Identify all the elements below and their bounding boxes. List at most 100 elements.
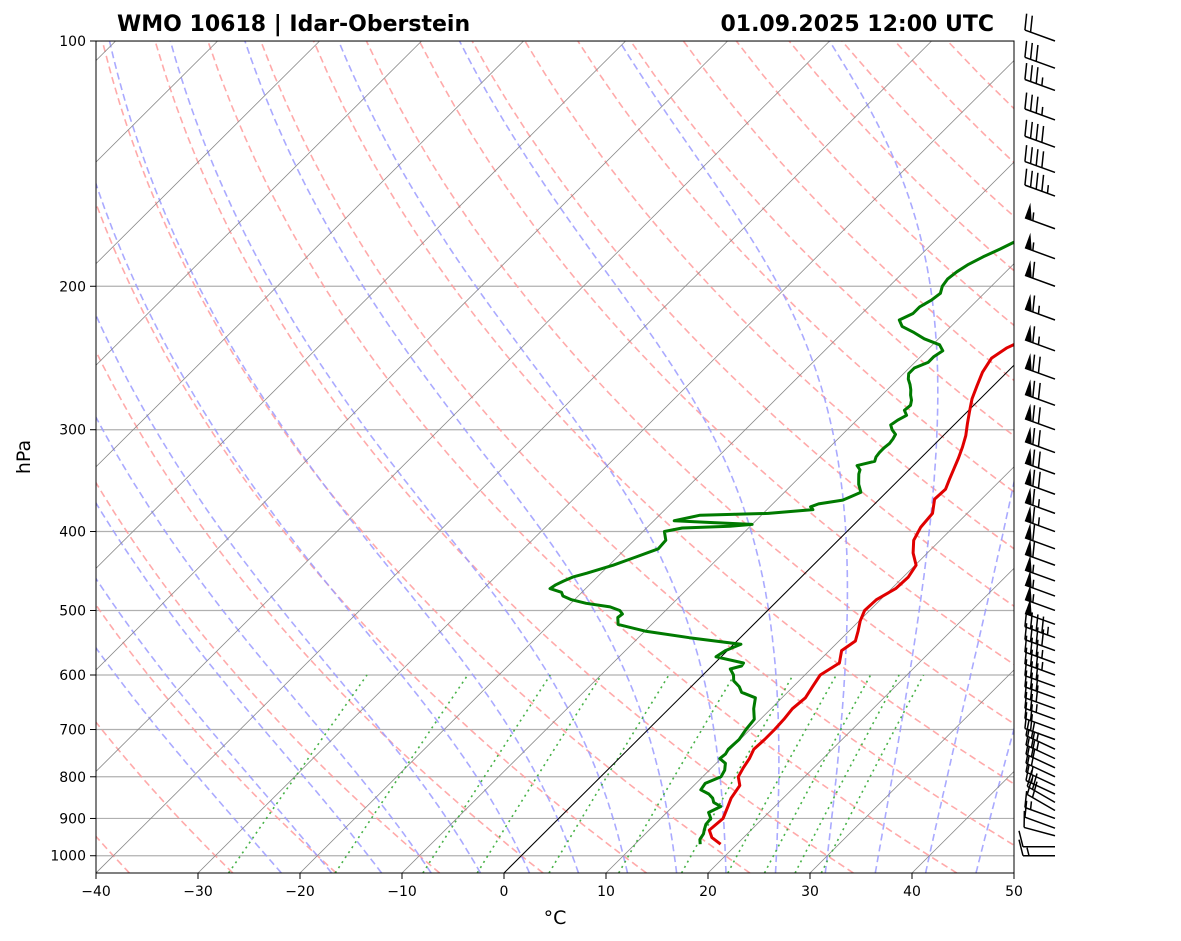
mixing-ratio-line [548, 674, 670, 873]
wind-barb-flag [1032, 295, 1036, 312]
wind-barb-flag [1035, 674, 1039, 692]
wind-barb-staff [1024, 674, 1056, 688]
wind-barb [1024, 426, 1056, 454]
wind-barb-staff [1024, 638, 1056, 652]
wind-barb-half-flag [1037, 499, 1041, 508]
isotherm-line [96, 41, 830, 773]
dry-adiabat-line [96, 481, 441, 873]
wind-barb-pennant [1024, 505, 1032, 524]
x-tick-label: 0 [500, 884, 509, 900]
wind-barb [1024, 13, 1056, 42]
y-tick-label: 900 [59, 811, 86, 827]
wind-barb-pennant [1024, 294, 1032, 312]
wind-barb-flag [1024, 659, 1028, 676]
mixing-ratio-line [334, 674, 469, 873]
y-tick-label: 1000 [50, 849, 86, 865]
wind-barb [1024, 324, 1056, 352]
mixing-ratio-line [680, 674, 794, 873]
wind-barb [1024, 40, 1056, 69]
x-tick-label: 50 [1005, 884, 1023, 900]
dry-adiabat-line [96, 721, 234, 873]
wind-barb-pennant [1024, 260, 1032, 278]
wind-barb-pennant [1024, 353, 1032, 371]
y-tick-label: 600 [59, 668, 86, 684]
wind-barb-flag [1029, 612, 1034, 629]
y-tick-label: 500 [59, 603, 86, 619]
isotherm-line [809, 669, 1014, 873]
wind-barb-flag [1035, 172, 1039, 190]
dry-adiabat-line [577, 41, 1014, 493]
wind-barb [1024, 702, 1056, 731]
wind-barb [1024, 791, 1056, 820]
wind-barb-flag [1024, 800, 1028, 818]
wind-barb-flag [1032, 380, 1036, 398]
wind-barb-staff [1024, 247, 1056, 260]
chart-title-station: WMO 10618 | Idar-Oberstein [117, 12, 470, 37]
wind-barb-half-flag [1032, 564, 1035, 573]
wind-barb-half-flag [1035, 704, 1038, 713]
isotherm-line [0, 41, 14, 873]
wind-barb-staff [1024, 393, 1056, 407]
wind-barb-flag [1024, 702, 1028, 719]
wind-barb-half-flag [1041, 106, 1044, 116]
wind-barb-pennant [1024, 324, 1032, 343]
wind-barb [1024, 145, 1056, 174]
wind-barb-pennant [1024, 202, 1032, 221]
wind-barb-half-flag [1026, 847, 1030, 856]
dry-adiabat-line [947, 41, 1014, 110]
wind-barb-flag [1029, 625, 1034, 642]
wind-barb [1024, 554, 1056, 582]
wind-barb-flag [1032, 469, 1036, 487]
wind-barb [1024, 119, 1056, 148]
wind-barb-flag [1024, 145, 1028, 162]
wind-barb-flag [1032, 540, 1036, 558]
moist-adiabat-line [96, 646, 282, 873]
wind-barb-flag [1032, 405, 1036, 422]
wind-barb-staff [1024, 626, 1056, 639]
dry-adiabat-line [471, 41, 1014, 608]
wind-barb-pennant [1024, 570, 1032, 588]
isotherm-line [401, 263, 1014, 873]
wind-barb [1018, 839, 1055, 857]
dry-adiabat-line [788, 41, 1014, 272]
dry-adiabat-line [524, 41, 1014, 550]
isotherm-line [605, 466, 1014, 873]
wind-barb-pennant [1024, 554, 1032, 573]
wind-barb-flag [1018, 830, 1024, 847]
wind-barb-flag [1024, 691, 1028, 709]
temperature-profile-line [707, 342, 1014, 846]
mixing-ratio-line [794, 674, 900, 873]
wind-barb-staff [1024, 501, 1056, 515]
wind-barb-staff [1024, 651, 1056, 664]
wind-barb [1024, 448, 1056, 475]
wind-barb [1024, 468, 1056, 495]
wind-barb-flag [1029, 661, 1034, 678]
wind-barb-pennant [1024, 403, 1032, 422]
wind-barb-half-flag [1041, 77, 1044, 86]
wind-barb-staff [1024, 217, 1056, 230]
wind-barb-staff [1024, 274, 1056, 287]
wind-barb-flag [1035, 651, 1039, 669]
wind-barb-half-flag [1032, 579, 1035, 589]
moist-adiabat-line [96, 415, 432, 873]
y-tick-label: 400 [59, 525, 86, 541]
mixing-ratio-line [422, 674, 551, 873]
wind-barb-flag [1032, 524, 1036, 541]
dry-adiabat-line [96, 349, 544, 873]
wind-barb-staff [1024, 717, 1056, 731]
skewed-isotherms [0, 41, 1014, 873]
wind-barb-flag [1032, 506, 1036, 524]
wind-barb-half-flag [1030, 774, 1034, 784]
wind-barb-flag [1024, 13, 1028, 31]
wind-barb-staff [1024, 308, 1056, 321]
wind-barb-flag [1024, 623, 1028, 640]
wind-barb [1024, 232, 1056, 260]
wind-barb-flag [1037, 382, 1041, 400]
wind-barb-staff [1024, 697, 1056, 710]
wind-barb-pennant [1024, 487, 1032, 505]
wind-barb-pennant [1024, 426, 1032, 445]
wind-barb [1024, 379, 1056, 407]
wind-barb-staff [1024, 160, 1056, 174]
wind-barb-flag [1035, 67, 1039, 84]
